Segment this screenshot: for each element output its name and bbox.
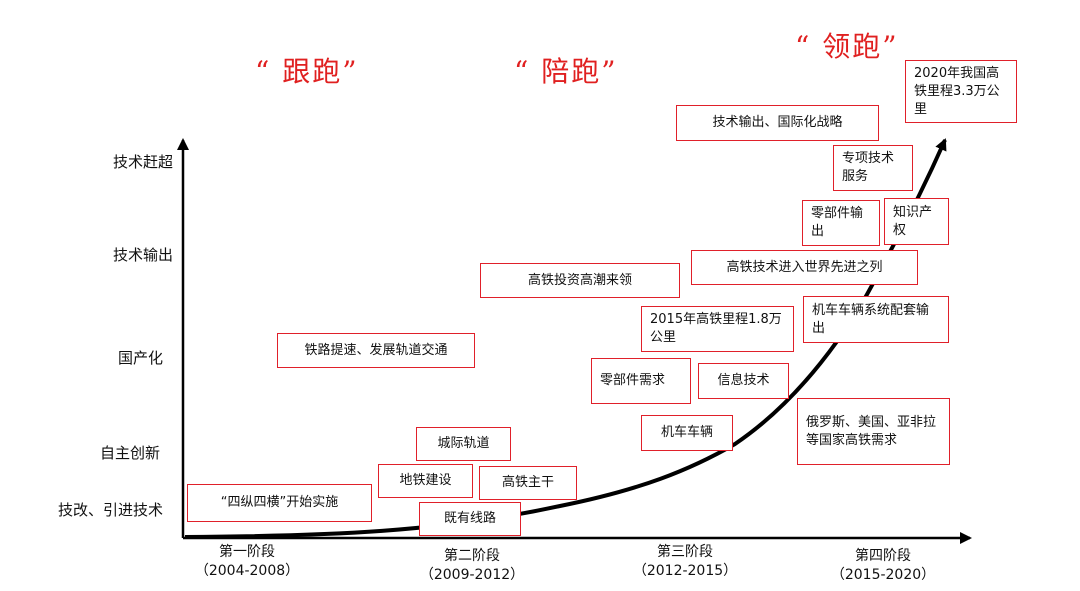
x-label-stage-3: 第三阶段 （2012-2015） <box>605 543 765 581</box>
box-special-service: 专项技术服务 <box>833 145 913 191</box>
y-label-tech-surpass: 技术赶超 <box>112 153 173 171</box>
box-countries-demand: 俄罗斯、美国、亚非拉等国家高铁需求 <box>797 398 950 465</box>
box-mileage-2015: 2015年高铁里程1.8万公里 <box>641 306 794 352</box>
stage-4-name: 第四阶段 <box>855 548 911 564</box>
y-label-localization: 国产化 <box>117 349 163 367</box>
box-intercity-rail: 城际轨道 <box>416 427 511 461</box>
phase-title-following: “ 跟跑” <box>255 55 359 88</box>
box-loco-system-export: 机车车辆系统配套输出 <box>803 296 949 343</box>
stage-3-period: （2012-2015） <box>632 563 738 579</box>
stage-1-name: 第一阶段 <box>219 544 275 560</box>
box-ip: 知识产权 <box>884 198 949 245</box>
phase-title-accompanying: “ 陪跑” <box>514 55 618 88</box>
stage-1-period: （2004-2008） <box>194 563 300 579</box>
box-hsr-trunk: 高铁主干 <box>479 466 577 500</box>
growth-curve <box>184 138 947 539</box>
box-parts-demand: 零部件需求 <box>591 358 691 404</box>
stage-2-name: 第二阶段 <box>444 548 500 564</box>
box-parts-export: 零部件输出 <box>802 200 880 246</box>
box-sizong-sihang: “四纵四横”开始实施 <box>187 484 372 522</box>
x-label-stage-2: 第二阶段 （2009-2012） <box>392 547 552 585</box>
box-mileage-2020: 2020年我国高铁里程3.3万公里 <box>905 60 1017 123</box>
y-label-self-innovation: 自主创新 <box>99 444 160 462</box>
box-world-advanced: 高铁技术进入世界先进之列 <box>691 250 918 285</box>
box-railway-speedup: 铁路提速、发展轨道交通 <box>277 333 475 368</box>
x-label-stage-4: 第四阶段 （2015-2020） <box>803 547 963 585</box>
box-hsr-investment: 高铁投资高潮来领 <box>480 263 680 298</box>
box-existing-lines: 既有线路 <box>419 502 521 536</box>
phase-title-leading: “ 领跑” <box>795 30 899 63</box>
box-metro-construction: 地铁建设 <box>378 464 473 498</box>
y-label-tech-export: 技术输出 <box>112 246 173 264</box>
stage-3-name: 第三阶段 <box>657 544 713 560</box>
box-tech-export-strategy: 技术输出、国际化战略 <box>676 105 879 141</box>
box-locomotive: 机车车辆 <box>641 415 733 451</box>
stage-2-period: （2009-2012） <box>419 567 525 583</box>
y-label-tech-import: 技改、引进技术 <box>57 501 163 519</box>
x-label-stage-1: 第一阶段 （2004-2008） <box>167 543 327 581</box>
box-info-tech: 信息技术 <box>698 363 789 399</box>
stage-4-period: （2015-2020） <box>830 567 936 583</box>
